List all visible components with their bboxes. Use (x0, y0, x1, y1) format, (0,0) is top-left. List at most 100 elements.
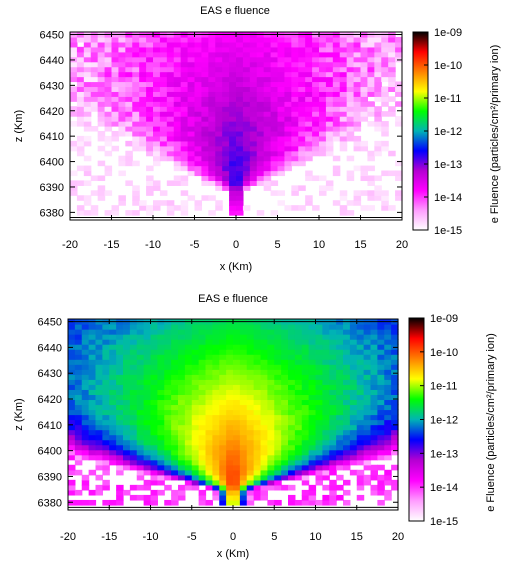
heatmap-cell (319, 121, 327, 127)
heatmap-cell (246, 369, 255, 375)
heatmap-cell (370, 424, 378, 431)
heatmap-cell (129, 444, 138, 451)
heatmap-cell (208, 51, 216, 58)
heatmap-cell (346, 135, 355, 142)
heatmap-cell (88, 374, 97, 380)
heatmap-cell (184, 379, 193, 385)
heatmap-cell (249, 135, 258, 142)
heatmap-cell (166, 135, 175, 142)
heatmap-cell (212, 414, 220, 421)
heatmap-cell (153, 81, 161, 88)
heatmap-cell (102, 449, 110, 456)
heatmap-cell (329, 344, 337, 350)
heatmap-cell (157, 449, 165, 456)
heatmap-cell (267, 479, 275, 486)
heatmap-cell (332, 76, 341, 83)
heatmap-cell (132, 66, 140, 73)
heatmap-cell (246, 344, 255, 350)
heatmap-cell (325, 130, 334, 137)
heatmap-cell (180, 130, 189, 137)
heatmap-cell (212, 329, 220, 335)
heatmap-cell (159, 145, 168, 152)
heatmap-cell (325, 61, 334, 68)
heatmap-cell (68, 454, 76, 461)
heatmap-cell (391, 484, 399, 491)
heatmap-cell (157, 489, 165, 496)
heatmap-cell (68, 369, 76, 375)
heatmap-cell (159, 46, 168, 53)
heatmap-cell (157, 479, 165, 486)
heatmap-cell (260, 404, 268, 411)
heatmap-cell (308, 499, 317, 506)
heatmap-cell (277, 36, 286, 43)
heatmap-cell (76, 111, 85, 117)
heatmap-cell (208, 116, 216, 122)
heatmap-cell (215, 56, 223, 63)
heatmap-cell (194, 135, 203, 142)
heatmap-cell (346, 71, 355, 78)
heatmap-cell (315, 414, 323, 421)
heatmap-cell (125, 66, 133, 73)
colorbar-tick-label: 1e-13 (430, 448, 458, 460)
heatmap-cell (363, 374, 372, 380)
heatmap-cell (157, 349, 165, 355)
heatmap-cell (229, 41, 237, 48)
heatmap-cell (353, 81, 362, 88)
heatmap-cell (325, 121, 334, 127)
heatmap-cell (194, 71, 203, 78)
heatmap-cell (346, 56, 355, 63)
heatmap-cell (329, 434, 337, 441)
heatmap-cell (315, 424, 323, 431)
heatmap-cell (367, 180, 375, 186)
heatmap-cell (242, 96, 251, 102)
heatmap-cell (305, 56, 313, 63)
heatmap-cell (388, 96, 396, 102)
heatmap-cell (123, 414, 131, 421)
heatmap-cell (312, 56, 320, 63)
heatmap-cell (208, 36, 216, 43)
heatmap-cell (171, 414, 179, 421)
heatmap-cell (129, 434, 138, 441)
heatmap-cell (180, 66, 189, 73)
heatmap-cell (191, 484, 200, 491)
heatmap-cell (332, 41, 341, 48)
heatmap-cell (260, 429, 268, 436)
heatmap-cell (339, 91, 348, 97)
heatmap-cell (150, 409, 158, 416)
heatmap-cell (377, 369, 385, 375)
heatmap-cell (178, 339, 186, 345)
heatmap-cell (171, 359, 179, 365)
heatmap-cell (173, 91, 182, 97)
heatmap-cell (132, 116, 140, 122)
heatmap-cell (301, 359, 310, 365)
heatmap-cell (370, 449, 378, 456)
heatmap-cell (395, 91, 403, 97)
heatmap-cell (360, 106, 369, 112)
heatmap-cell (219, 484, 227, 491)
heatmap-cell (194, 101, 203, 107)
heatmap-cell (146, 130, 154, 137)
heatmap-cell (171, 459, 179, 466)
heatmap-cell (315, 364, 323, 370)
heatmap-cell (356, 389, 365, 395)
heatmap-cell (178, 459, 186, 466)
heatmap-cell (191, 449, 200, 456)
heatmap-cell (381, 126, 389, 132)
heatmap-cell (132, 195, 140, 201)
heatmap-cell (242, 56, 251, 63)
heatmap-cell (187, 160, 196, 167)
heatmap-cell (201, 111, 209, 117)
heatmap-cell (370, 334, 378, 340)
heatmap-cell (256, 140, 265, 147)
heatmap-cell (260, 439, 268, 446)
heatmap-cell (205, 359, 213, 365)
heatmap-cell (205, 329, 213, 335)
heatmap-cell (143, 454, 152, 461)
heatmap-cell (212, 419, 220, 426)
heatmap-cell (222, 96, 230, 102)
heatmap-cell (339, 101, 348, 107)
heatmap-cell (171, 444, 179, 451)
heatmap-cell (157, 364, 165, 370)
heatmap-cell (301, 369, 310, 375)
